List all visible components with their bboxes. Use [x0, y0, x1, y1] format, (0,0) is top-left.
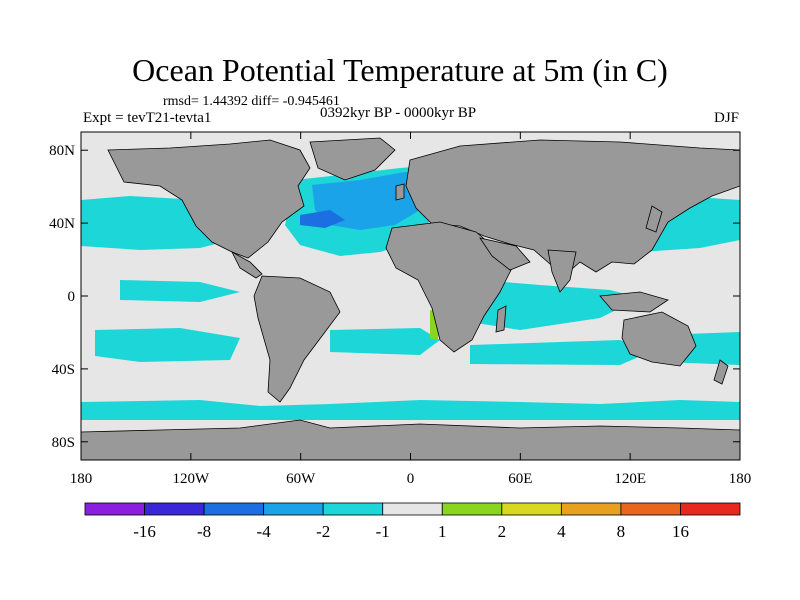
- x-tick-label: 120W: [172, 471, 210, 487]
- x-axis: 180 120W 60W 0 60E 120E 180: [70, 132, 752, 487]
- y-tick-label: 0: [68, 289, 76, 305]
- colorbar-label: 16: [672, 522, 689, 541]
- colorbar-label: -16: [133, 522, 156, 541]
- land-arabia: [479, 237, 531, 271]
- season-label: DJF: [713, 110, 739, 126]
- y-tick-label: 40N: [49, 216, 75, 232]
- period-label: 0392kyr BP - 0000kyr BP: [320, 105, 477, 121]
- land-central-america: [231, 251, 263, 279]
- x-tick-label: 180: [70, 471, 93, 487]
- colorbar-label: 2: [498, 522, 507, 541]
- colorbar-label: -8: [197, 522, 211, 541]
- colorbar-label: -2: [316, 522, 330, 541]
- colorbar-label: 8: [617, 522, 626, 541]
- colorbar: -16 -8 -4 -2 -1 1 2 4 8 16: [84, 502, 741, 541]
- y-tick-label: 80S: [52, 435, 75, 451]
- anomaly-north-atlantic-core: [300, 210, 345, 228]
- colorbar-label: 4: [557, 522, 566, 541]
- land-japan: [645, 205, 663, 233]
- colorbar-label: -4: [257, 522, 272, 541]
- colorbar-swatch: [203, 502, 265, 516]
- colorbar-swatch: [84, 502, 145, 516]
- colorbar-swatch: [144, 502, 205, 516]
- y-tick-label: 80N: [49, 143, 75, 159]
- anomaly-field: [81, 137, 740, 460]
- land-greenland: [309, 137, 396, 181]
- land-eurasia: [405, 139, 740, 277]
- colorbar-swatch: [322, 502, 384, 516]
- anomaly-antarctic-margin: [81, 400, 740, 420]
- anomaly-tropical-pacific: [120, 280, 240, 302]
- colorbar-swatch: [680, 502, 741, 516]
- colorbar-swatch: [620, 502, 681, 516]
- chart-title: Ocean Potential Temperature at 5m (in C): [132, 52, 668, 88]
- anomaly-south-ocean-band: [95, 328, 240, 362]
- colorbar-swatch: [263, 502, 324, 516]
- colorbar-swatch: [382, 502, 443, 516]
- colorbar-label: 1: [438, 522, 447, 541]
- colorbar-swatch: [441, 502, 503, 516]
- colorbar-swatch: [560, 502, 622, 516]
- land-uk: [395, 183, 405, 201]
- land-australia: [621, 311, 697, 367]
- plot-area: [80, 131, 741, 461]
- anomaly-south-indian-band: [470, 340, 650, 365]
- land-maritime-continent: [599, 291, 669, 313]
- land-north-america: [107, 139, 311, 259]
- y-tick-label: 40S: [52, 362, 75, 378]
- land-south-america: [253, 275, 341, 403]
- land-madagascar: [495, 305, 507, 333]
- land-new-zealand: [713, 359, 729, 385]
- x-tick-label: 60E: [508, 471, 532, 487]
- stats-label: rmsd= 1.44392 diff= -0.945461: [163, 94, 340, 109]
- x-tick-label: 180: [729, 471, 752, 487]
- land-antarctica: [81, 419, 740, 460]
- experiment-label: Expt = tevT21-tevta1: [83, 110, 212, 126]
- colorbar-label: -1: [376, 522, 390, 541]
- anomaly-south-atlantic: [330, 328, 440, 355]
- anomaly-indian-ocean: [470, 280, 640, 330]
- land-india: [547, 249, 577, 293]
- x-tick-label: 120E: [614, 471, 646, 487]
- y-axis: 80N 40N 0 40S 80S: [49, 143, 740, 451]
- x-tick-label: 60W: [286, 471, 316, 487]
- x-tick-label: 0: [407, 471, 415, 487]
- colorbar-swatch: [501, 502, 562, 516]
